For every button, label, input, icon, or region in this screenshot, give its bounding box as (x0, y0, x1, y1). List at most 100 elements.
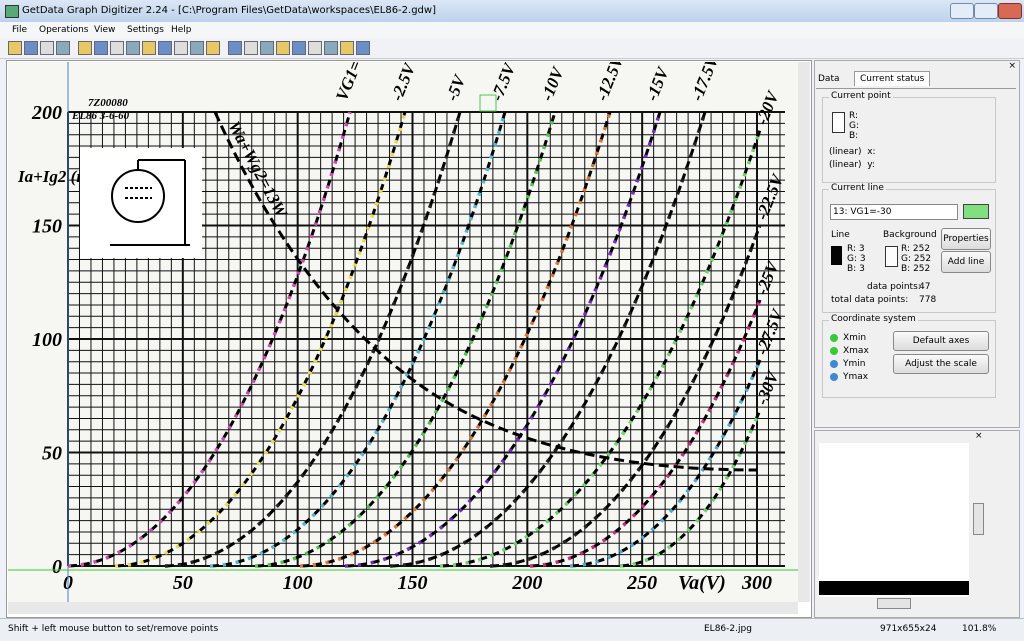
curve-points (489, 224, 762, 568)
label: B: 252 (901, 264, 931, 274)
toolbar-button[interactable] (260, 41, 274, 55)
label: total data points: (831, 295, 909, 305)
status-zoom: 101.8% (962, 624, 997, 634)
adjust-scale-button[interactable]: Adjust the scale (893, 354, 989, 374)
window-title: GetData Graph Digitizer 2.24 - [C:\Progr… (22, 5, 436, 16)
axis-point: Ymin (843, 359, 866, 369)
toolbar-button[interactable] (340, 41, 354, 55)
toolbar (0, 38, 1024, 59)
toolbar-button[interactable] (8, 41, 22, 55)
line-color[interactable] (963, 204, 989, 219)
toolbar-button[interactable] (110, 41, 124, 55)
axis-point: Xmin (843, 333, 867, 343)
toolbar-button[interactable] (276, 41, 290, 55)
image-y-tick: 150 (32, 216, 62, 238)
toolbar-button[interactable] (158, 41, 172, 55)
preview-panel: × (814, 430, 1020, 618)
toolbar-button[interactable] (244, 41, 258, 55)
label: (linear) x: (829, 147, 876, 157)
curve-points (439, 129, 762, 568)
tab-active[interactable]: Current status (854, 71, 931, 86)
menu-item[interactable]: Settings (127, 25, 164, 35)
minimize-button[interactable] (950, 3, 974, 19)
label: R: 3 (847, 244, 865, 254)
panel-close[interactable]: × (1008, 61, 1016, 71)
toolbar-button[interactable] (356, 41, 370, 55)
value: 47 (919, 282, 931, 292)
label: G: 252 (901, 254, 932, 264)
tab[interactable]: Data (818, 74, 840, 84)
image-header: 7Z00080 (88, 97, 128, 109)
curve (164, 111, 462, 568)
label: R: (849, 111, 859, 121)
toolbar-button[interactable] (24, 41, 38, 55)
label: G: (849, 121, 860, 131)
schematic (80, 148, 202, 258)
preview-scroll[interactable] (877, 598, 911, 609)
group-title: Coordinate system (829, 314, 918, 324)
status-file: EL86-2.jpg (704, 624, 752, 634)
image-x-label: Va(V) (678, 572, 726, 594)
default-axes-button[interactable]: Default axes (893, 331, 989, 351)
current-point-group: Current point R: G: B: (linear) x: (line… (822, 91, 996, 183)
toolbar-button[interactable] (190, 41, 204, 55)
digitized-image[interactable]: 7Z00080 EL86 3-6-60 Ia+Ig2 (mA) VG1=0V -2… (8, 62, 798, 602)
toolbar-button[interactable] (142, 41, 156, 55)
vertical-scrollbar[interactable] (798, 62, 810, 602)
curve (529, 299, 762, 568)
toolbar-button[interactable] (308, 41, 322, 55)
image-x-tick: 100 (283, 572, 313, 594)
group-title: Current line (829, 183, 886, 193)
menu-item[interactable]: View (94, 25, 116, 35)
add-line-button[interactable]: Add line (941, 251, 991, 273)
curve-points (67, 111, 352, 568)
curve (209, 111, 507, 568)
image-y-tick: 100 (32, 329, 62, 351)
menu-item[interactable]: Operations (39, 25, 89, 35)
preview-scroll[interactable] (973, 503, 984, 535)
menu-bar: File Operations View Settings Help (0, 22, 1024, 38)
toolbar-button[interactable] (174, 41, 188, 55)
toolbar-button[interactable] (324, 41, 338, 55)
properties-button[interactable]: Properties (941, 228, 991, 250)
toolbar-button[interactable] (206, 41, 220, 55)
toolbar-button[interactable] (292, 41, 306, 55)
value: 778 (919, 295, 937, 305)
menu-item[interactable]: File (12, 25, 28, 35)
axis-point: Ymax (843, 372, 869, 382)
image-x-tick: 150 (398, 572, 428, 594)
curve-points (569, 359, 762, 568)
maximize-button[interactable] (974, 3, 998, 19)
image-y-tick: 200 (31, 102, 62, 124)
horizontal-scrollbar[interactable] (8, 602, 798, 614)
cursor-box (479, 94, 497, 112)
close-button[interactable] (998, 3, 1022, 19)
power-curve (213, 111, 758, 472)
toolbar-button[interactable] (78, 41, 92, 55)
label: G: 3 (847, 254, 866, 264)
curve (619, 409, 762, 568)
toolbar-button[interactable] (126, 41, 140, 55)
image-x-tick: 200 (511, 572, 542, 594)
toolbar-button[interactable] (94, 41, 108, 55)
app-icon (5, 5, 19, 18)
label: Background (883, 230, 937, 240)
curve (254, 111, 557, 568)
current-line-group: Current line 13: VG1=-30 Line R: 3 G: 3 … (822, 183, 996, 313)
preview-close[interactable]: × (975, 431, 983, 441)
image-y-tick: 50 (42, 443, 62, 465)
label: data points: (867, 282, 921, 292)
toolbar-button[interactable] (40, 41, 54, 55)
menu-item[interactable]: Help (171, 25, 192, 35)
line-select[interactable]: 13: VG1=-30 (830, 204, 958, 220)
status-size: 971x655x24 (880, 624, 937, 634)
coordinate-group: Coordinate system Xmin Xmax Ymin Ymax De… (822, 314, 996, 398)
image-subheader: EL86 3-6-60 (71, 110, 130, 122)
toolbar-button[interactable] (228, 41, 242, 55)
curve-points (114, 111, 407, 568)
image-x-tick: 250 (626, 572, 657, 594)
label: (linear) y: (829, 160, 875, 170)
toolbar-button[interactable] (56, 41, 70, 55)
title-bar: GetData Graph Digitizer 2.24 - [C:\Progr… (0, 0, 1024, 22)
